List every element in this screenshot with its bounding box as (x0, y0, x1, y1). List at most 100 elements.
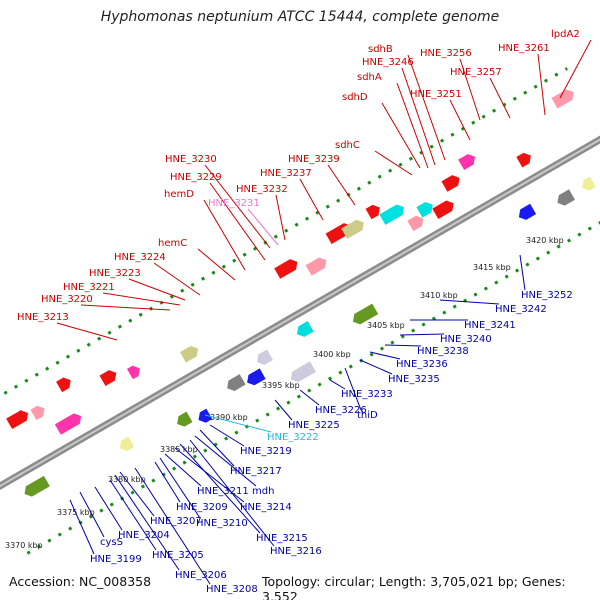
forward-gene-label: HNE_3232 (236, 184, 288, 195)
reverse-leader-line (204, 414, 272, 433)
reverse-leader-line (519, 254, 526, 291)
forward-leader-line (209, 182, 266, 261)
reverse-leader-line (209, 424, 245, 447)
forward-gene-label: HNE_3229 (170, 172, 222, 183)
forward-gene (99, 370, 117, 386)
reverse-gene (518, 203, 537, 220)
reverse-gene-label: HNE_3236 (396, 359, 448, 370)
forward-leader-line (401, 67, 436, 166)
reverse-gene-label: HNE_3241 (464, 320, 516, 331)
reverse-gene-label: thiD (357, 410, 378, 421)
forward-gene (30, 405, 45, 421)
forward-gene (416, 201, 433, 218)
forward-gene (441, 175, 460, 192)
forward-leader-line (374, 150, 413, 176)
reverse-gene-label: HNE_3204 (118, 530, 170, 541)
forward-gene-label: HNE_3230 (165, 154, 217, 165)
reverse-leader-line (109, 479, 157, 551)
reverse-gene-label: HNE_3219 (240, 446, 292, 457)
reverse-gene (247, 368, 266, 386)
forward-gene (516, 152, 531, 168)
reverse-leader-line (274, 399, 293, 421)
reverse-gene (119, 436, 135, 451)
reverse-gene (290, 361, 316, 383)
genome-summary-text: Topology: circular; Length: 3,705,021 bp… (262, 574, 566, 600)
forward-gene (274, 259, 298, 279)
forward-gene (341, 219, 364, 239)
forward-gene-label: lpdA2 (551, 29, 580, 40)
reverse-gene-label: HNE_3233 (341, 389, 393, 400)
scale-tick-label: 3415 kbp (473, 263, 511, 272)
scale-tick-label: 3395 kbp (262, 381, 300, 390)
forward-guide-dots (0, 67, 568, 398)
forward-gene-label: HNE_3213 (17, 312, 69, 323)
reverse-gene (352, 303, 379, 325)
scale-tick-label: 3400 kbp (313, 350, 351, 359)
reverse-gene-label: HNE_3206 (175, 570, 227, 581)
reverse-leader-line (299, 389, 320, 406)
reverse-gene-label: cysS (100, 537, 123, 548)
forward-leader-line (396, 82, 429, 169)
scale-tick-label: 3405 kbp (367, 321, 405, 330)
forward-leader-line (537, 53, 546, 116)
reverse-leader-line (359, 359, 393, 375)
forward-leader-line (197, 248, 236, 281)
reverse-leader-line (329, 379, 346, 390)
forward-leader-line (299, 178, 324, 221)
forward-leader-line (204, 164, 271, 249)
reverse-leader-line (199, 429, 235, 467)
forward-gene-label: HNE_3257 (450, 67, 502, 78)
reverse-gene-label: HNE_3226 (315, 405, 367, 416)
reverse-gene (198, 408, 213, 423)
forward-gene-label: sdhA (357, 72, 382, 83)
forward-gene-label: HNE_3231 (208, 198, 260, 209)
forward-gene-label: sdhD (342, 92, 368, 103)
genome-backbone-highlight (0, 138, 600, 488)
forward-gene (179, 345, 199, 363)
forward-leader-line (489, 77, 511, 119)
forward-leader-line (203, 199, 246, 271)
reverse-gene-label: HNE_3252 (521, 290, 573, 301)
reverse-gene-label: HNE_3209 (176, 502, 228, 513)
reverse-leader-line (399, 333, 445, 336)
reverse-gene (227, 374, 246, 391)
map-title: Hyphomonas neptunium ATCC 15444, complet… (100, 9, 500, 25)
reverse-gene-label: HNE_3210 (196, 518, 248, 529)
scale-tick-label: 3370 kbp (5, 541, 43, 550)
forward-gene (458, 154, 476, 171)
reverse-leader-line (194, 435, 257, 487)
reverse-gene-label: HNE_3225 (288, 420, 340, 431)
forward-gene-label: HNE_3223 (89, 268, 141, 279)
reverse-gene (557, 189, 575, 206)
forward-leader-line (56, 322, 118, 341)
forward-leader-line (247, 208, 279, 246)
forward-gene-label: hemD (164, 189, 194, 200)
reverse-leader-line (344, 367, 362, 411)
reverse-leader-line (94, 486, 123, 531)
forward-leader-line (102, 292, 181, 306)
scale-tick-label: 3410 kbp (420, 291, 458, 300)
forward-leader-line (407, 54, 446, 161)
reverse-leader-line (384, 344, 422, 347)
forward-gene-label: HNE_3224 (114, 252, 166, 263)
reverse-gene (296, 321, 314, 337)
forward-gene (54, 413, 82, 435)
forward-gene (432, 200, 454, 220)
forward-gene (407, 215, 424, 232)
reverse-leader-line (164, 453, 202, 487)
forward-gene-label: hemC (158, 238, 187, 249)
reverse-leader-line (159, 457, 201, 519)
forward-leader-line (449, 99, 471, 141)
forward-gene (365, 204, 380, 220)
reverse-leader-line (154, 461, 181, 503)
forward-gene-label: HNE_3221 (63, 282, 115, 293)
scale-tick-label: 3380 kbp (108, 475, 146, 484)
reverse-gene-label: mdh (252, 486, 274, 497)
reverse-leader-line (69, 499, 95, 555)
reverse-gene-label: HNE_3216 (270, 546, 322, 557)
reverse-gene-label: HNE_3242 (495, 304, 547, 315)
reverse-leader-line (179, 443, 261, 534)
reverse-gene-label: HNE_3222 (267, 432, 319, 443)
reverse-gene (24, 475, 50, 497)
